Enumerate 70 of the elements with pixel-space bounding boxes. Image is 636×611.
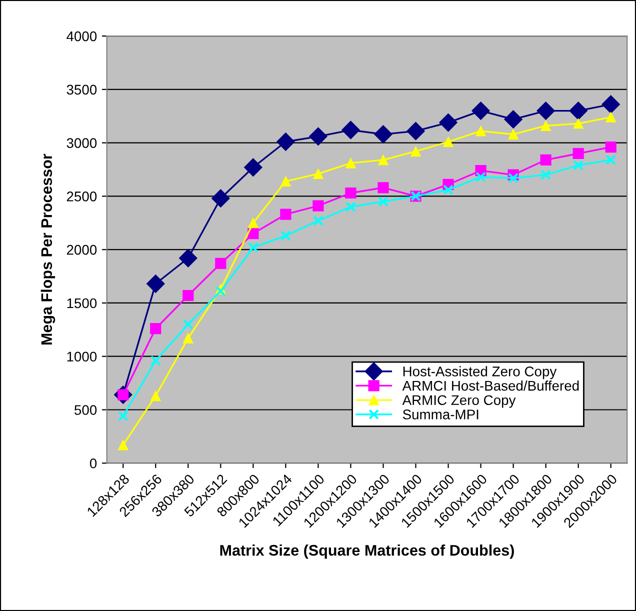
point	[573, 118, 584, 129]
point	[504, 110, 522, 129]
point	[182, 319, 194, 330]
point	[406, 122, 425, 140]
point	[280, 230, 291, 241]
legend-label: Summa-MPI	[402, 410, 478, 420]
x-axis-title: Matrix Size (Square Matrices of Doubles)	[220, 544, 514, 559]
point	[276, 132, 295, 151]
point	[443, 136, 454, 147]
point	[606, 112, 616, 122]
point	[378, 196, 388, 207]
point	[476, 172, 486, 182]
point	[572, 148, 584, 160]
point	[476, 126, 486, 136]
point	[146, 274, 165, 293]
point	[602, 95, 620, 114]
point	[178, 248, 198, 268]
point	[345, 187, 356, 199]
y-tick-label: 4000	[66, 31, 97, 42]
point	[374, 125, 392, 144]
point	[346, 202, 356, 212]
point	[573, 160, 584, 170]
y-tick-label: 1000	[67, 352, 97, 362]
point	[540, 170, 552, 180]
legend-label: Host-Assisted Zero Copy	[403, 366, 557, 380]
point	[569, 102, 588, 120]
point	[215, 258, 226, 270]
point	[312, 200, 324, 212]
legend-label: ARMCI Host-Based/Buffered	[402, 380, 579, 391]
point	[508, 172, 519, 184]
point	[536, 102, 555, 120]
point	[540, 154, 552, 166]
y-tick-label: 2000	[66, 244, 97, 255]
point	[248, 242, 258, 253]
point	[150, 390, 161, 402]
legend-label: ARMIC Zero Copy	[402, 395, 516, 408]
point	[280, 208, 292, 220]
point	[150, 323, 162, 334]
point	[439, 113, 458, 132]
point	[605, 142, 616, 153]
y-tick-label: 2500	[66, 192, 97, 202]
y-tick-label: 0	[90, 458, 97, 468]
point	[410, 146, 421, 157]
y-tick-label: 3000	[66, 138, 97, 148]
point	[342, 120, 360, 140]
point	[312, 168, 324, 179]
y-tick-label: 1500	[67, 298, 97, 308]
point	[182, 333, 194, 344]
point	[211, 189, 230, 208]
point	[118, 410, 128, 422]
point	[312, 216, 324, 226]
point	[443, 184, 454, 196]
point	[182, 290, 194, 302]
point	[280, 176, 291, 186]
point	[244, 158, 262, 177]
point	[248, 218, 258, 228]
point	[309, 127, 328, 146]
y-axis-title: Mega Flops Per Processor	[40, 154, 56, 345]
y-tick-label: 500	[74, 405, 97, 415]
point	[472, 102, 490, 120]
point	[378, 154, 388, 166]
point	[606, 154, 616, 166]
point	[540, 120, 552, 131]
point	[346, 158, 356, 168]
point	[150, 355, 161, 366]
point	[118, 440, 128, 450]
point	[508, 129, 519, 140]
y-tick-label: 3500	[66, 84, 97, 95]
point	[215, 286, 226, 296]
point	[378, 182, 389, 194]
